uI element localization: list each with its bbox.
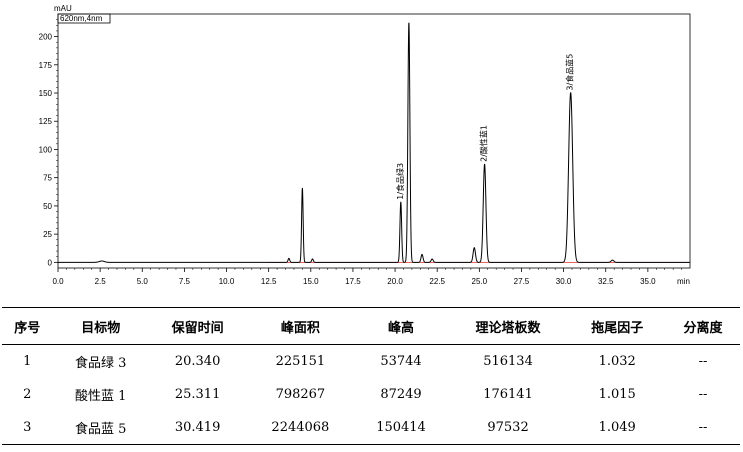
x-tick-label: 27.5 [514, 277, 530, 286]
header-analyte: 目标物 [52, 307, 149, 345]
peak-label: 2/酸性蓝1 [479, 125, 489, 162]
cell-tailing-factor: 1.015 [598, 387, 636, 402]
cell-resolution: -- [665, 411, 740, 445]
y-axis: 0 25 50 75 100 125 150 175 200 [39, 19, 58, 267]
y-tick-label: 125 [39, 117, 53, 126]
cell-tailing-factor: 1.049 [568, 411, 666, 445]
cell-peak-height: 87249 [380, 387, 422, 402]
x-tick-label: 7.5 [179, 277, 191, 286]
plot-area [57, 13, 691, 269]
table-row: 3 食品蓝 5 30.419 2244068 150414 97532 1.04… [2, 411, 740, 445]
cell-resolution: -- [698, 387, 708, 402]
cell-retention-time: 25.311 [174, 387, 221, 402]
peak-labels: 1/食品绿3 2/酸性蓝1 3/食品蓝5 [395, 54, 575, 200]
cell-tailing-factor: 1.032 [598, 354, 636, 369]
header-peak-area: 峰面积 [246, 307, 355, 345]
cell-peak-height: 150414 [354, 411, 448, 445]
cell-retention-time: 30.419 [148, 411, 247, 445]
header-theoretical-plates: 理论塔板数 [447, 307, 569, 345]
legend-box: 620nm,4nm [57, 13, 111, 24]
table-row: 2 酸性蓝 1 25.311 798267 87249 176141 1.015… [2, 378, 740, 411]
x-axis-unit-label: min [677, 277, 690, 286]
cell-index: 1 [23, 354, 32, 369]
cell-analyte: 酸性蓝 1 [75, 389, 127, 404]
plot-frame [57, 13, 691, 269]
table-header-row: 序号 目标物 保留时间 峰面积 峰高 理论塔板数 拖尾因子 分离度 [2, 307, 740, 345]
x-tick-label: 2.5 [95, 277, 107, 286]
y-tick-label: 200 [39, 33, 53, 42]
y-tick-label: 75 [43, 174, 52, 183]
chromatogram-trace [58, 22, 690, 263]
header-peak-height: 峰高 [354, 307, 448, 345]
cell-peak-height: 53744 [380, 354, 422, 369]
header-tailing-factor: 拖尾因子 [568, 307, 666, 345]
x-tick-label: 22.5 [429, 277, 445, 286]
cell-index: 3 [2, 411, 53, 445]
y-tick-label: 50 [43, 202, 52, 211]
peak-label: 3/食品蓝5 [565, 54, 575, 91]
y-axis-unit-label: mAU [54, 4, 72, 13]
x-tick-label: 15.0 [303, 277, 319, 286]
cell-retention-time: 20.340 [174, 354, 221, 369]
y-tick-label: 175 [39, 61, 53, 70]
y-tick-label: 100 [39, 145, 53, 154]
x-tick-label: 0.0 [52, 277, 64, 286]
header-resolution: 分离度 [665, 307, 740, 345]
table-row: 1 食品绿 3 20.340 225151 53744 516134 1.032… [2, 345, 740, 379]
cell-theoretical-plates: 97532 [447, 411, 569, 445]
header-index: 序号 [2, 307, 53, 345]
x-tick-label: 32.5 [598, 277, 614, 286]
cell-index: 2 [23, 387, 32, 402]
y-tick-label: 150 [39, 89, 53, 98]
cell-resolution: -- [698, 354, 708, 369]
y-tick-label: 25 [43, 230, 52, 239]
cell-peak-area: 2244068 [246, 411, 355, 445]
cell-peak-area: 225151 [275, 354, 326, 369]
x-tick-label: 25.0 [472, 277, 488, 286]
results-table: 序号 目标物 保留时间 峰面积 峰高 理论塔板数 拖尾因子 分离度 1 食品绿 … [2, 307, 740, 445]
peak-label: 1/食品绿3 [395, 163, 405, 200]
x-tick-label: 17.5 [345, 277, 361, 286]
chromatogram-chart: mAU 620nm,4nm min 0 25 50 75 100 125 150 175 200… [39, 4, 691, 286]
x-axis: 0.0 2.5 5.0 7.5 10.0 12.5 15.0 17.5 20.0 22.5 25.0… [52, 268, 682, 286]
x-tick-label: 5.0 [137, 277, 149, 286]
cell-analyte: 食品绿 3 [75, 356, 127, 371]
cell-analyte: 食品蓝 5 [52, 411, 149, 445]
x-tick-label: 35.0 [640, 277, 656, 286]
y-tick-label: 0 [48, 258, 53, 267]
x-tick-label: 30.0 [556, 277, 572, 286]
x-tick-label: 20.0 [387, 277, 403, 286]
legend-text: 620nm,4nm [60, 14, 103, 23]
x-tick-label: 12.5 [261, 277, 277, 286]
cell-peak-area: 798267 [275, 387, 326, 402]
header-retention-time: 保留时间 [148, 307, 247, 345]
cell-theoretical-plates: 176141 [483, 387, 533, 402]
cell-theoretical-plates: 516134 [483, 354, 533, 369]
x-tick-label: 10.0 [219, 277, 235, 286]
